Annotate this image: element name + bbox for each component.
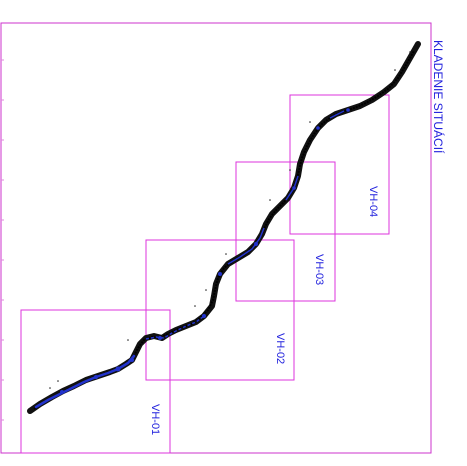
- sheet-frame-vh-03[interactable]: [235, 161, 336, 302]
- sheet-frame-vh-04[interactable]: [289, 94, 390, 235]
- sheet-frame-vh-02[interactable]: [145, 239, 295, 381]
- alignment-nodes: [60, 108, 350, 394]
- alignment-outline: [27, 41, 421, 414]
- sheet-frame-vh-01[interactable]: [20, 309, 171, 454]
- alignment-detail-upper: [227, 110, 345, 265]
- sheet-label-vh-03: VH-03: [313, 254, 325, 285]
- sheet-label-vh-04: VH-04: [367, 186, 379, 217]
- frame-ticks: [1, 59, 4, 421]
- drawing-frame: [0, 22, 432, 454]
- alignment-route: [27, 41, 421, 414]
- sheet-label-vh-01: VH-01: [149, 404, 161, 435]
- alignment-detail-lower: [34, 354, 136, 409]
- survey-points: [49, 51, 411, 389]
- alignment-detail-mid: [145, 315, 205, 340]
- sheet-label-vh-02: VH-02: [274, 333, 286, 364]
- drawing-title: KLADENIE SITUÁCIÍ: [431, 40, 446, 154]
